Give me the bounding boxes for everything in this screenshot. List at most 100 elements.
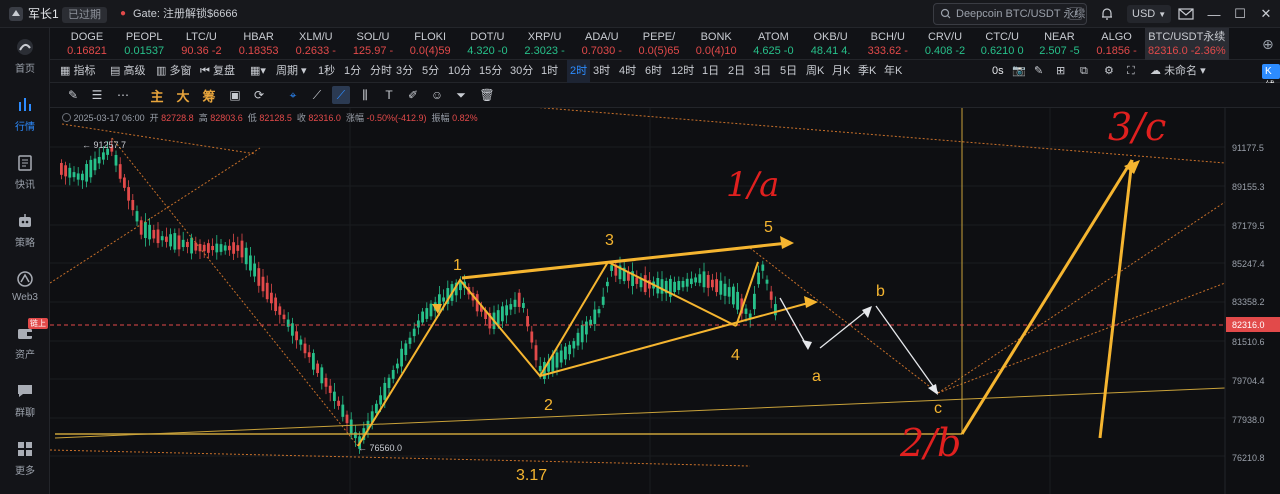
ticker-item[interactable]: SOL/U 125.97 - — [344, 28, 402, 60]
search-box[interactable]: Deepcoin BTC/USDT 永续 / — [933, 3, 1087, 25]
kline-analysis-button[interactable]: K线分析 — [1262, 64, 1280, 122]
interval-13[interactable]: 12时 — [671, 65, 695, 77]
ticker-item[interactable]: CRV/U 0.408 -2 — [916, 28, 974, 60]
ticker-item[interactable]: PEOPL 0.01537 — [115, 28, 173, 60]
interval-5[interactable]: 10分 — [448, 65, 472, 77]
interval-1[interactable]: 1分 — [344, 65, 362, 77]
text-tool-icon[interactable]: T — [385, 88, 393, 102]
interval-20[interactable]: 季K — [858, 65, 877, 77]
bell-icon[interactable] — [1097, 4, 1117, 24]
calculator-icon[interactable]: ▣ — [229, 88, 241, 102]
ticker-item[interactable]: ATOM 4.625 -0 — [744, 28, 802, 60]
sidebar-item-home[interactable]: 首页 — [0, 32, 50, 86]
interval-4[interactable]: 5分 — [422, 65, 440, 77]
currency-select[interactable]: USD ▼ — [1127, 5, 1172, 23]
ticker-item[interactable]: XLM/U 0.2633 - — [287, 28, 345, 60]
minimize-icon[interactable]: — — [1207, 6, 1221, 22]
interval-11[interactable]: 4时 — [619, 65, 637, 77]
interval-17[interactable]: 5日 — [780, 65, 798, 77]
mail-icon[interactable] — [1176, 4, 1196, 24]
ticker-item[interactable]: BONK 0.0(4)10 — [687, 28, 745, 60]
more-dots-icon[interactable]: ⋯ — [117, 88, 129, 102]
interval-6[interactable]: 15分 — [479, 65, 503, 77]
chip-label[interactable]: 筹 — [202, 88, 216, 104]
layout-name-dropdown[interactable]: ☁ 未命名 ▾ — [1150, 65, 1206, 77]
main-force-label[interactable]: 主 — [150, 88, 164, 104]
promo-text[interactable]: Gate: 注册解锁$6666 — [133, 8, 238, 20]
interval-7[interactable]: 30分 — [510, 65, 534, 77]
compare-icon[interactable]: ⧉ — [1080, 65, 1088, 77]
candle — [404, 343, 408, 355]
ticker-item[interactable]: ALGO 0.1856 - — [1088, 28, 1146, 60]
trash-icon[interactable]: 🗑 — [479, 88, 495, 102]
settings-icon[interactable]: ⚙ — [1104, 65, 1114, 77]
horizontal-lines-icon[interactable]: ☰ — [91, 88, 103, 102]
interval-10[interactable]: 3时 — [593, 65, 611, 77]
maximize-icon[interactable]: ☐ — [1234, 6, 1246, 21]
ticker-item[interactable]: BCH/U 333.62 - — [859, 28, 917, 60]
ticker-item[interactable]: PEPE/0.0(5)65 — [630, 28, 688, 60]
ticker-item[interactable]: ADA/U 0.7030 - — [573, 28, 631, 60]
fullscreen-icon[interactable]: ⛶ — [1127, 65, 1135, 77]
wave-3-label: 3 — [605, 232, 614, 249]
interval-16[interactable]: 3日 — [754, 65, 772, 77]
ticker-item[interactable]: NEAR 2.507 -5 — [1030, 28, 1088, 60]
sidebar-item-news[interactable]: 快讯 — [0, 148, 50, 202]
ticker-item[interactable]: CTC/U 0.6210 0 — [973, 28, 1031, 60]
interval-12[interactable]: 6时 — [645, 65, 663, 77]
interval-18[interactable]: 周K — [806, 65, 825, 77]
replay-button[interactable]: ⏮ 复盘 — [200, 60, 235, 83]
crosshair-icon[interactable]: ⌖ — [289, 87, 297, 102]
interval-19[interactable]: 月K — [832, 65, 851, 77]
interval-14[interactable]: 1日 — [702, 65, 720, 77]
trend-line-icon[interactable]: ⟋ — [332, 86, 350, 104]
filter-icon[interactable]: ⏷ — [456, 87, 466, 102]
interval-2[interactable]: 分时 — [370, 65, 392, 77]
camera-icon[interactable]: 📷 — [1012, 65, 1026, 77]
price-chart[interactable]: ← 76560.0 ← 91257.7 1 2 3 4 5 a b c 3.17… — [50, 108, 1280, 494]
ticker-price: 0.6210 0 — [980, 45, 1024, 57]
candle — [601, 296, 605, 305]
sidebar-item-strategy[interactable]: 策略 — [0, 206, 50, 260]
ticker-item[interactable]: HBAR 0.18353 — [230, 28, 288, 60]
brush-icon[interactable]: ✐ — [407, 88, 419, 102]
sync-icon[interactable]: ⟳ — [253, 88, 265, 102]
advanced-button[interactable]: ▤ 高级 — [110, 60, 145, 83]
candles-icon[interactable]: ⫼ — [362, 87, 368, 102]
interval-21[interactable]: 年K — [884, 65, 903, 77]
ticker-item[interactable]: DOGE 0.16821 — [58, 28, 116, 60]
interval-9[interactable]: 2时 — [567, 60, 591, 83]
indicator-plus-icon[interactable]: ⊞ — [1056, 65, 1066, 77]
candle — [135, 211, 139, 222]
interval-3[interactable]: 3分 — [396, 65, 414, 77]
ruler-icon[interactable]: ⟋ — [312, 87, 322, 102]
edit-icon[interactable]: ✎ — [1034, 65, 1044, 77]
ticker-item[interactable]: DOT/U 4.320 -0 — [458, 28, 516, 60]
sidebar-item-more[interactable]: 更多 — [0, 434, 50, 488]
ticker-item[interactable]: LTC/U 90.36 -2 — [172, 28, 230, 60]
period-dropdown[interactable]: 周期 ▾ — [276, 65, 307, 77]
sidebar-item-web3[interactable]: Web3 — [0, 264, 50, 318]
ticker-item[interactable]: XRP/U 2.3023 - — [516, 28, 574, 60]
multi-window-button[interactable]: ▥ 多窗 — [156, 60, 191, 83]
ticker-item[interactable]: FLOKI 0.0(4)59 — [401, 28, 459, 60]
interval-8[interactable]: 1时 — [541, 65, 559, 77]
candle — [685, 278, 689, 287]
ticker-item[interactable]: BTC/USDT永续 82316.0 -2.36% — [1144, 28, 1229, 60]
indicator-button[interactable]: ▦ 指标 — [60, 60, 95, 83]
sidebar-item-market[interactable]: 行情 — [0, 90, 50, 144]
app-logo-icon[interactable] — [8, 0, 24, 28]
interval-0[interactable]: 1秒 — [318, 65, 336, 77]
sidebar-item-assets[interactable]: 链上 资产 — [0, 318, 50, 372]
add-ticker-icon[interactable]: ⊕ — [1262, 36, 1274, 52]
emoji-icon[interactable]: ☺ — [430, 88, 444, 102]
big-order-label[interactable]: 大 — [176, 88, 190, 104]
sidebar-item-chat[interactable]: 群聊 — [0, 376, 50, 430]
interval-15[interactable]: 2日 — [728, 65, 746, 77]
pencil-icon[interactable]: ✎ — [67, 88, 79, 102]
account-name[interactable]: 军长1 — [28, 7, 59, 21]
close-icon[interactable]: ✕ — [1260, 6, 1272, 21]
layout-switch-icon[interactable]: ▦▾ — [250, 65, 266, 77]
ticker-item[interactable]: OKB/U 48.41 4. — [802, 28, 860, 60]
close-info-icon[interactable] — [62, 113, 71, 122]
